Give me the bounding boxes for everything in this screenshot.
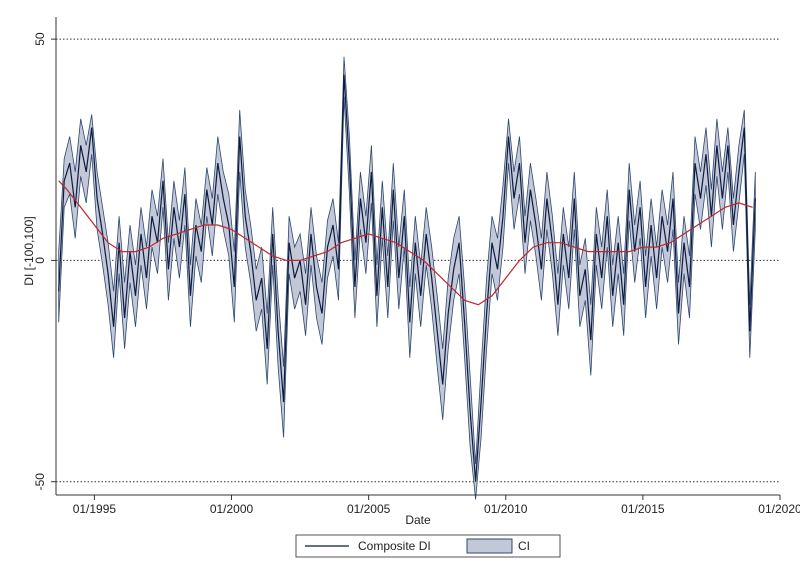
x-tick-label-3: 01/2010: [484, 502, 528, 516]
composite-di-line: [58, 74, 756, 482]
x-axis-title: Date: [405, 513, 431, 527]
x-tick-label-4: 01/2015: [621, 502, 665, 516]
legend-label-ci: CI: [518, 539, 530, 553]
trend-path: [58, 180, 753, 306]
x-tick-labels: 01/1995 01/2000 01/2005 01/2010 01/2015 01/20…: [73, 502, 800, 516]
composite-di-path: [58, 74, 756, 482]
y-tick-label-1: 0: [33, 257, 47, 264]
axes: [51, 17, 781, 500]
legend: Composite DI CI: [295, 534, 561, 558]
legend-band-swatch: [466, 538, 513, 554]
x-tick-label-2: 01/2005: [347, 502, 391, 516]
x-tick-label-5: 01/2020: [758, 502, 800, 516]
y-axis-title: DI [-100,100]: [22, 216, 36, 285]
y-tick-labels: 50 0 -50: [33, 32, 47, 490]
y-tick-label-0: 50: [33, 32, 47, 46]
legend-label-composite-di: Composite DI: [358, 539, 431, 553]
y-tick-label-2: -50: [33, 473, 47, 491]
trend-line: [58, 180, 753, 306]
x-tick-label-1: 01/2000: [210, 502, 254, 516]
x-tick-label-0: 01/1995: [73, 502, 117, 516]
